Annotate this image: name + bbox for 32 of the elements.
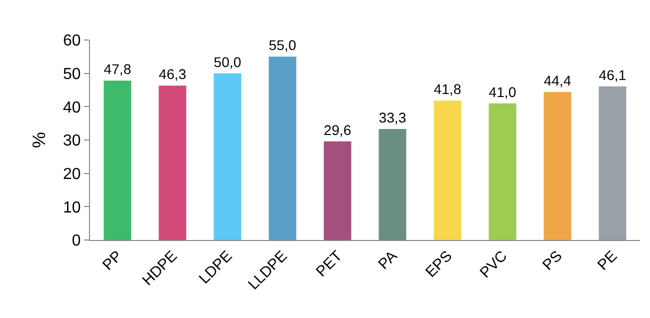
- y-tick-label: 20: [63, 166, 81, 183]
- bar: [158, 86, 186, 240]
- data-label: 44,4: [544, 72, 572, 88]
- y-tick-label: 50: [63, 66, 81, 83]
- y-tick-label: 30: [63, 132, 81, 150]
- bar: [324, 141, 352, 240]
- x-tick-label: PE: [594, 248, 621, 274]
- data-label: 41,0: [488, 84, 516, 100]
- bar: [434, 100, 462, 240]
- data-label: 29,6: [324, 122, 352, 138]
- data-label: 46,3: [158, 66, 186, 82]
- data-label: 33,3: [378, 109, 406, 126]
- data-label: 46,1: [598, 66, 626, 83]
- bar: [544, 92, 572, 240]
- bar: [104, 80, 132, 240]
- x-tick-label: PP: [99, 248, 126, 274]
- y-axis-title: %: [29, 132, 50, 148]
- y-tick-label: 40: [63, 99, 81, 116]
- y-tick-label: 10: [63, 199, 81, 216]
- data-label: 47,8: [104, 61, 132, 78]
- data-label: 50,0: [214, 54, 242, 70]
- bar: [488, 103, 516, 240]
- bar: [378, 129, 406, 240]
- bar: [268, 56, 296, 240]
- x-tick-label: PA: [375, 248, 401, 273]
- data-label: 55,0: [268, 37, 296, 54]
- bar: [598, 86, 626, 240]
- x-tick-label: PS: [539, 248, 566, 274]
- data-label: 41,8: [434, 81, 462, 98]
- y-tick-label: 0: [72, 232, 81, 250]
- bar: [214, 73, 242, 240]
- y-tick-label: 60: [63, 32, 81, 50]
